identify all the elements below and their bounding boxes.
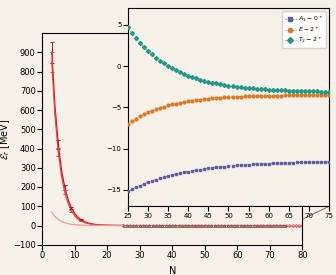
Y-axis label: $\mathcal{E}_r$ [MeV]: $\mathcal{E}_r$ [MeV]: [0, 118, 12, 160]
X-axis label: N: N: [169, 266, 176, 275]
Legend: $A_1 - 0^+$, $E - 2^+$, $T_2 - 2^+$: $A_1 - 0^+$, $E - 2^+$, $T_2 - 2^+$: [282, 11, 326, 48]
Bar: [123, 225, 286, 227]
